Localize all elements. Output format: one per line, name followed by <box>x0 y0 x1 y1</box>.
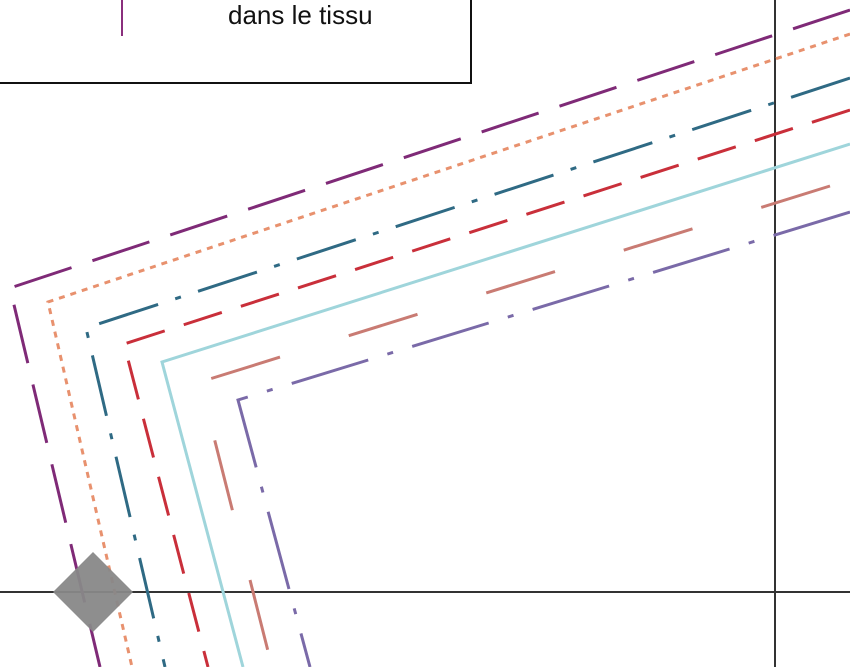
outline-teal-dashdot <box>84 76 850 667</box>
outline-cyan-solid <box>160 142 850 667</box>
outline-orange-dot <box>46 32 850 667</box>
legend-text: dans le tissu <box>228 0 373 30</box>
legend-box <box>0 0 472 84</box>
outline-rose-longdash <box>198 184 831 667</box>
legend: dans le tissu <box>0 0 472 84</box>
diamond-marker <box>53 552 133 632</box>
outline-lavender-dashdot <box>236 210 850 667</box>
seam-outlines <box>8 8 850 667</box>
outline-red-dash <box>122 108 850 667</box>
outline-purple-dash <box>8 8 850 667</box>
